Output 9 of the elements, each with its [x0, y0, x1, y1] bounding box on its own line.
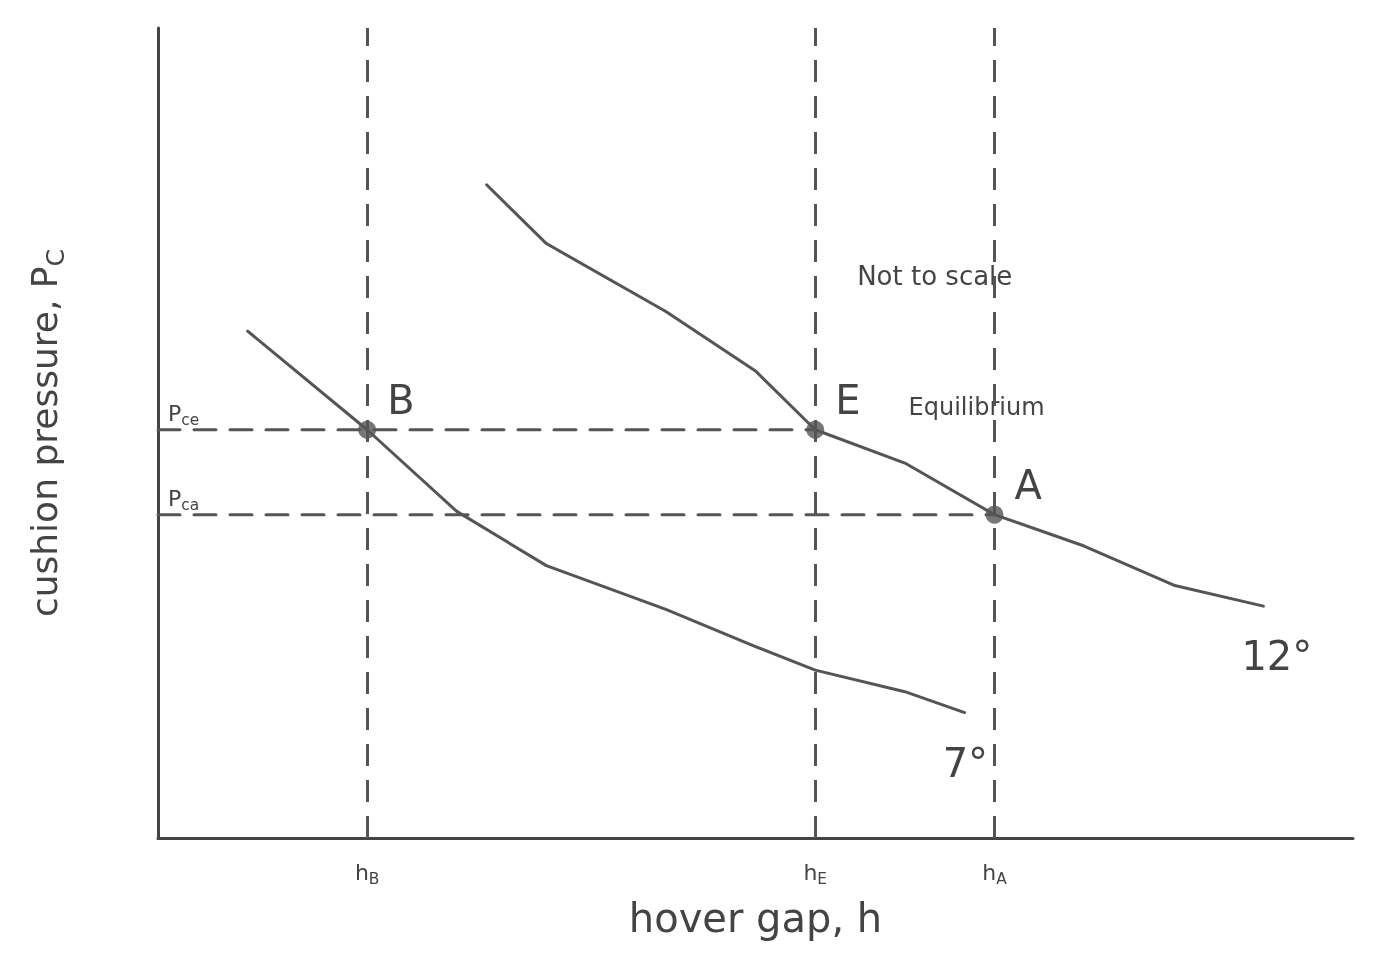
annotation: Not to scale	[857, 261, 1013, 292]
annotation: A	[1014, 461, 1043, 508]
annotation: E	[835, 376, 861, 423]
series-label: 7°	[942, 739, 989, 786]
annotation: Equilibrium	[908, 392, 1045, 421]
y-axis-title: cushion pressure, PC	[24, 248, 70, 618]
x-axis-title: hover gap, h	[628, 895, 883, 941]
series-label: 12°	[1241, 633, 1313, 680]
annotation: B	[387, 376, 415, 423]
